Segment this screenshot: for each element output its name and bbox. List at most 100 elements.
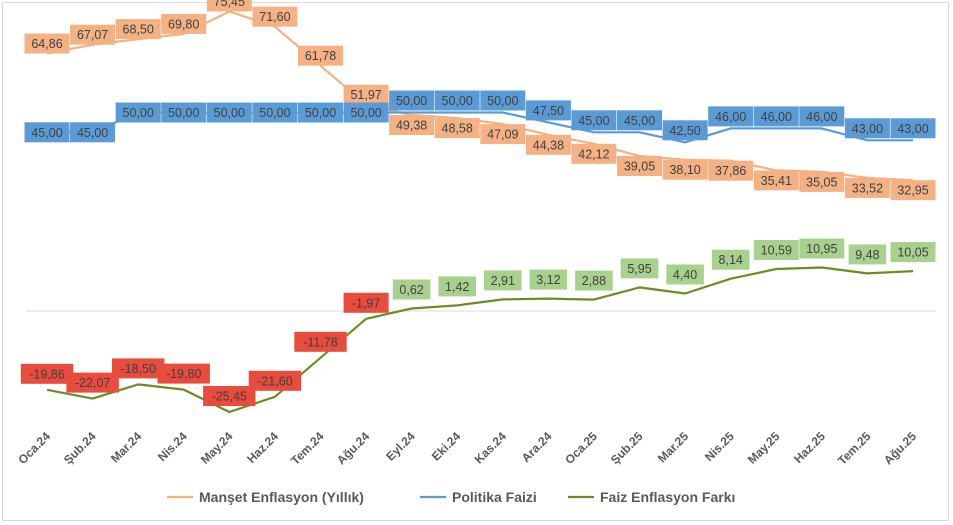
data-label-box	[206, 0, 252, 12]
data-label-value: 35,05	[806, 175, 837, 189]
data-label-box	[753, 170, 799, 191]
data-label-box	[529, 269, 568, 290]
data-label-policy: 50,00	[480, 90, 526, 111]
data-label-value: 44,38	[533, 138, 564, 152]
data-label-value: 5,95	[627, 262, 651, 276]
data-label-box	[24, 122, 70, 143]
data-label-box	[252, 102, 298, 123]
data-label-value: 42,12	[578, 147, 609, 161]
data-label-box	[617, 156, 662, 176]
data-label-box	[343, 292, 389, 313]
data-label-policy: 45,00	[70, 122, 116, 143]
data-label-spread: 0,62	[392, 279, 431, 300]
x-tick-label: May.24	[198, 429, 236, 467]
data-label-spread: -19,80	[157, 363, 210, 384]
data-label-box	[890, 180, 936, 201]
data-label-value: 45,00	[31, 126, 62, 140]
data-label-value: -25,45	[212, 390, 247, 404]
data-label-box	[480, 124, 526, 145]
data-label-box	[157, 363, 210, 384]
legend-label: Faiz Enflasyon Farkı	[600, 489, 735, 505]
data-label-value: 47,50	[533, 104, 564, 118]
data-label-spread: -18,50	[112, 358, 165, 379]
data-label-inflation: 69,80	[161, 13, 207, 34]
data-label-value: 32,95	[897, 184, 928, 198]
data-label-spread: 1,42	[438, 276, 476, 297]
legend: Manşet Enflasyon (Yıllık) Politika Faizi F…	[167, 489, 735, 505]
data-label-value: 67,07	[77, 28, 108, 42]
data-label-box	[392, 279, 431, 300]
data-label-value: 10,95	[806, 242, 837, 256]
data-label-inflation: 39,05	[617, 156, 662, 176]
data-label-box	[206, 102, 252, 123]
data-label-policy: 42,50	[662, 120, 708, 141]
data-label-value: 0,62	[399, 283, 423, 297]
data-label-box	[66, 372, 119, 393]
data-label-policy: 50,00	[161, 102, 207, 123]
data-label-value: -21,60	[257, 374, 292, 388]
data-label-box	[753, 240, 799, 260]
data-label-box	[115, 102, 161, 123]
data-label-box	[571, 110, 617, 131]
data-label-spread: 4,40	[666, 264, 704, 285]
data-label-value: 46,00	[761, 110, 792, 124]
x-tick-labels: Oca.24 Şub.24 Mar.24 Nis.24 May.24 Haz.24 Tem.…	[15, 429, 919, 468]
data-label-value: 46,00	[806, 110, 837, 124]
data-label-value: 61,78	[305, 49, 336, 63]
data-label-box	[708, 106, 754, 127]
data-label-value: 10,05	[897, 246, 928, 260]
data-label-value: 4,40	[673, 268, 697, 282]
x-tick-label: Tem.24	[288, 429, 327, 468]
data-label-value: 2,88	[582, 274, 606, 288]
data-label-spread: -22,07	[66, 372, 119, 393]
data-label-spread: -1,97	[343, 292, 389, 313]
data-label-box	[389, 115, 435, 135]
data-label-box	[666, 264, 704, 285]
data-label-spread: 2,88	[575, 270, 613, 291]
data-label-value: 51,97	[350, 88, 381, 102]
data-label-value: 50,00	[259, 106, 290, 120]
data-label-inflation: 35,41	[753, 170, 799, 191]
data-label-box	[480, 90, 526, 111]
data-label-box	[844, 118, 890, 139]
data-label-value: 45,00	[624, 114, 655, 128]
data-label-value: 45,00	[77, 126, 108, 140]
data-label-inflation: 68,50	[115, 19, 161, 40]
data-label-box	[799, 238, 845, 259]
data-label-value: -22,07	[75, 376, 110, 390]
data-label-value: 3,12	[536, 273, 560, 287]
data-label-value: 50,00	[350, 106, 381, 120]
data-label-policy: 50,00	[343, 102, 389, 123]
data-label-inflation: 47,09	[480, 124, 526, 145]
data-label-inflation: 49,38	[389, 115, 435, 135]
data-label-value: 42,50	[669, 124, 700, 138]
data-label-policy: 46,00	[708, 106, 754, 127]
series-line-inflation	[46, 10, 914, 182]
x-tick-label: Eki.24	[429, 429, 464, 464]
data-label-box	[70, 122, 116, 143]
data-label-box	[434, 90, 480, 111]
data-label-value: 38,10	[669, 163, 700, 177]
data-label-value: 10,59	[761, 244, 792, 258]
data-label-inflation: 33,52	[844, 177, 890, 198]
data-label-box	[252, 6, 298, 27]
x-tick-label: Ağu.24	[334, 429, 372, 467]
data-label-inflation: 48,58	[434, 118, 480, 139]
data-label-box	[112, 358, 165, 379]
data-label-value: 33,52	[852, 181, 883, 195]
data-label-inflation: 64,86	[24, 33, 70, 54]
data-label-inflation: 51,97	[343, 84, 389, 105]
data-label-value: 50,00	[214, 106, 245, 120]
data-label-box	[24, 33, 70, 54]
data-label-policy: 50,00	[298, 102, 343, 123]
x-tick-label: Tem.25	[835, 429, 874, 468]
data-label-spread: -25,45	[203, 386, 256, 406]
legend-item-spread: Faiz Enflasyon Farkı	[568, 489, 735, 505]
data-label-value: 50,00	[487, 94, 518, 108]
x-tick-label: Haz.25	[791, 429, 828, 466]
x-tick-label: Mar.24	[108, 429, 145, 466]
data-label-box	[434, 118, 480, 139]
data-label-value: -18,50	[120, 362, 155, 376]
